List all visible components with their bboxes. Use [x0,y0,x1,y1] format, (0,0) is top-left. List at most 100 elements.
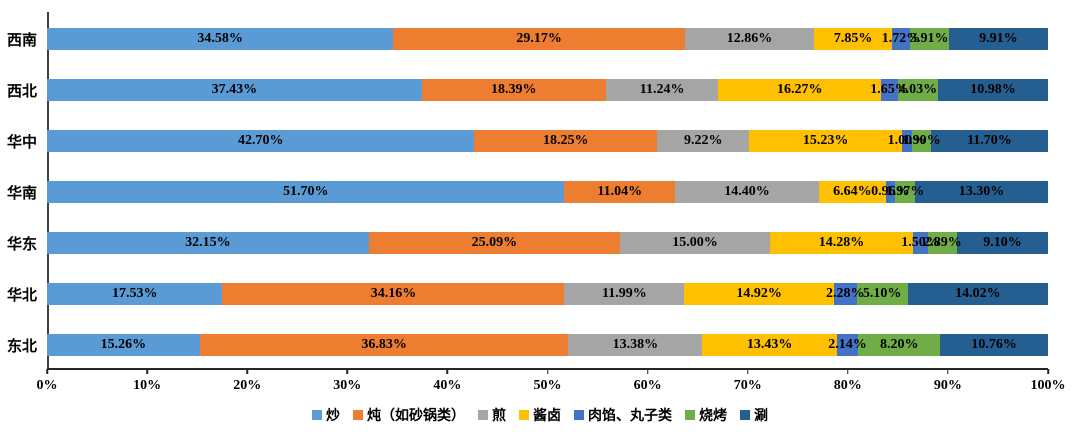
x-axis-tick-label: 30% [333,378,362,393]
bar-segment: 5.10% [856,283,908,305]
bar-segment: 13.30% [914,181,1048,203]
segment-value-label: 2.28% [825,286,865,301]
bar-track: 17.53% 34.16% 11.99% 14.92% 2.28% 5.10% 14.02% [47,283,1048,305]
bar-segment: 2.14% [828,334,867,356]
bar-segment: 9.22% [657,130,750,152]
legend-label: 烧烤 [699,409,727,424]
x-axis-tick-mark [146,369,148,374]
segment-value-label: 1.00% [887,133,927,148]
legend-label: 涮 [754,409,768,424]
segment-value-label: 13.30% [958,184,1005,199]
bar-segment: 34.16% [222,283,565,305]
x-axis-tick-mark [46,369,48,374]
segment-value-label: 14.40% [724,184,770,199]
bar-segment: 15.26% [47,334,200,356]
legend-swatch-icon [312,410,322,420]
bar-segment: 17.53% [47,283,223,305]
bar-segment: 1.65% [870,79,909,101]
segment-value-label: 10.76% [971,337,1017,352]
category-label: 东北 [6,338,37,355]
segment-value-label: 0.96% [871,184,910,199]
segment-value-label: 5.10% [862,286,902,301]
bar-segment: 14.02% [907,283,1048,305]
bar-segment: 37.43% [47,79,422,101]
category-label: 西北 [6,83,37,100]
bar-segment: 4.03% [897,79,939,101]
bar-segment: 36.83% [199,334,569,356]
legend-item: 炒 [312,405,340,425]
segment-value-label: 3.91% [909,31,949,46]
legend-swatch-icon [685,410,695,420]
bar-segment: 13.38% [568,334,703,356]
segment-value-label: 34.58% [197,31,243,46]
bar-segment: 15.00% [619,232,771,254]
legend-item: 炖（如砂锅类） [353,405,465,425]
x-axis-tick-label: 80% [833,378,862,393]
bar-segment: 1.97% [886,181,924,203]
segment-value-label: 18.39% [491,82,537,97]
bar-segment: 16.27% [718,79,882,101]
x-axis-tick-mark [847,369,849,374]
segment-value-label: 14.92% [736,286,782,301]
bar-segment: 9.10% [956,232,1048,254]
segment-value-label: 29.17% [516,31,562,46]
segment-value-label: 9.10% [983,235,1022,250]
x-axis-tick-mark [947,369,949,374]
bar-segment: 15.23% [749,130,902,152]
bar-segment: 1.90% [902,130,941,152]
segment-value-label: 34.16% [370,286,417,301]
legend-item: 肉馅、丸子类 [574,405,672,425]
segment-value-label: 2.89% [923,235,962,250]
x-axis-tick-mark [546,369,549,374]
category-label: 华南 [6,185,37,202]
bar-segment: 0.96% [871,181,910,203]
segment-value-label: 51.70% [282,184,329,199]
x-axis-tick-mark [1047,369,1049,374]
bar-segment: 11.24% [605,79,719,101]
x-axis-tick-label: 60% [633,378,662,393]
bar-segment: 51.70% [47,181,565,203]
bar-track: 51.70% 11.04% 14.40% 6.64% 0.96% 1.97% 13.30% [47,181,1048,203]
legend-label: 煎 [492,409,506,424]
x-axis-tick-mark [346,369,349,374]
bar-segment: 18.39% [421,79,606,101]
legend: 炒 炖（如砂锅类） 煎 酱卤 肉馅、丸子类 烧烤 涮 [0,405,1080,425]
bar-segment: 1.72% [882,28,920,50]
segment-value-label: 7.85% [833,31,873,46]
bar-segment: 14.92% [684,283,834,305]
segment-value-label: 8.20% [880,337,919,352]
legend-label: 炒 [326,409,340,424]
bar-segment: 14.28% [770,232,913,254]
segment-value-label: 15.00% [672,235,718,250]
x-axis-tick-label: 70% [733,378,762,393]
x-axis-tick-label: 0% [36,378,58,393]
bar-segment: 6.64% [819,181,886,203]
segment-value-label: 16.27% [777,82,823,97]
bar-segment: 3.91% [909,28,949,50]
segment-value-label: 14.02% [955,286,1001,301]
bar-segment: 42.70% [47,130,475,152]
x-axis-tick-mark [746,369,749,374]
segment-value-label: 36.83% [361,337,407,352]
bar-segment: 11.70% [930,130,1048,152]
bar-segment: 29.17% [393,28,686,50]
segment-value-label: 13.43% [746,337,793,352]
x-axis-tick-mark [446,369,449,374]
bar-track: 34.58% 29.17% 12.86% 7.85% 1.72% 3.91% 9.91% [47,28,1048,50]
segment-value-label: 11.99% [602,286,647,301]
segment-value-label: 10.98% [970,82,1016,97]
x-axis-tick-label: 20% [233,378,262,393]
legend-swatch-icon [519,410,529,420]
segment-value-label: 9.22% [684,133,723,148]
legend-item: 酱卤 [519,405,561,425]
segment-value-label: 12.86% [726,31,773,46]
legend-label: 炖（如砂锅类） [367,409,465,424]
segment-value-label: 37.43% [211,82,258,97]
legend-swatch-icon [353,410,363,420]
segment-value-label: 2.14% [828,337,867,352]
bar-segment: 2.28% [826,283,864,305]
bar-segment: 7.85% [813,28,893,50]
legend-swatch-icon [574,410,584,420]
bar-segment: 10.76% [940,334,1048,356]
